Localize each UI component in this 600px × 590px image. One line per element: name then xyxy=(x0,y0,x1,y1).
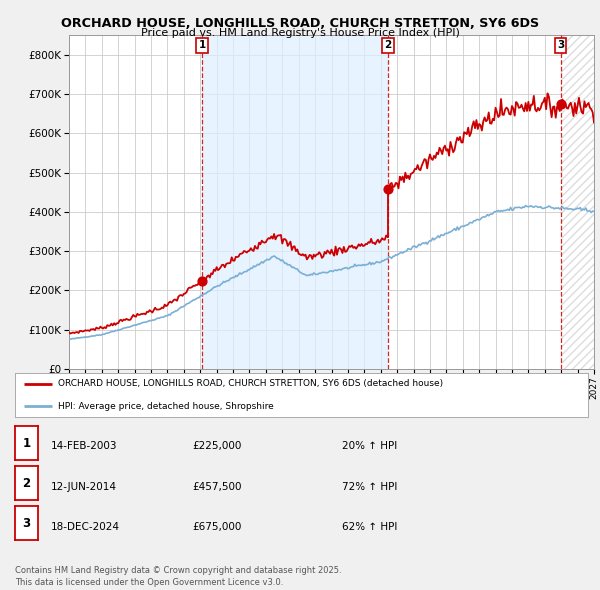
Point xyxy=(556,99,565,109)
Text: 3: 3 xyxy=(557,40,564,50)
Bar xyxy=(202,35,388,369)
Text: Contains HM Land Registry data © Crown copyright and database right 2025.
This d: Contains HM Land Registry data © Crown c… xyxy=(15,566,341,587)
Text: ORCHARD HOUSE, LONGHILLS ROAD, CHURCH STRETTON, SY6 6DS: ORCHARD HOUSE, LONGHILLS ROAD, CHURCH ST… xyxy=(61,17,539,30)
Text: £675,000: £675,000 xyxy=(192,522,241,532)
Text: 14-FEB-2003: 14-FEB-2003 xyxy=(51,441,118,451)
Text: 18-DEC-2024: 18-DEC-2024 xyxy=(51,522,120,532)
Text: 1: 1 xyxy=(22,437,31,450)
Text: 62% ↑ HPI: 62% ↑ HPI xyxy=(342,522,397,532)
Text: 12-JUN-2014: 12-JUN-2014 xyxy=(51,481,117,491)
Text: 1: 1 xyxy=(199,40,206,50)
Text: £225,000: £225,000 xyxy=(192,441,241,451)
Text: 2: 2 xyxy=(22,477,31,490)
Text: 72% ↑ HPI: 72% ↑ HPI xyxy=(342,481,397,491)
Text: 2: 2 xyxy=(385,40,392,50)
Bar xyxy=(560,35,594,369)
Point xyxy=(383,185,393,194)
Text: ORCHARD HOUSE, LONGHILLS ROAD, CHURCH STRETTON, SY6 6DS (detached house): ORCHARD HOUSE, LONGHILLS ROAD, CHURCH ST… xyxy=(58,379,443,388)
Point xyxy=(197,276,207,285)
Text: 3: 3 xyxy=(22,517,31,530)
Text: £457,500: £457,500 xyxy=(192,481,241,491)
Text: 20% ↑ HPI: 20% ↑ HPI xyxy=(342,441,397,451)
Bar xyxy=(560,35,594,369)
Text: Price paid vs. HM Land Registry's House Price Index (HPI): Price paid vs. HM Land Registry's House … xyxy=(140,28,460,38)
Text: HPI: Average price, detached house, Shropshire: HPI: Average price, detached house, Shro… xyxy=(58,402,274,411)
